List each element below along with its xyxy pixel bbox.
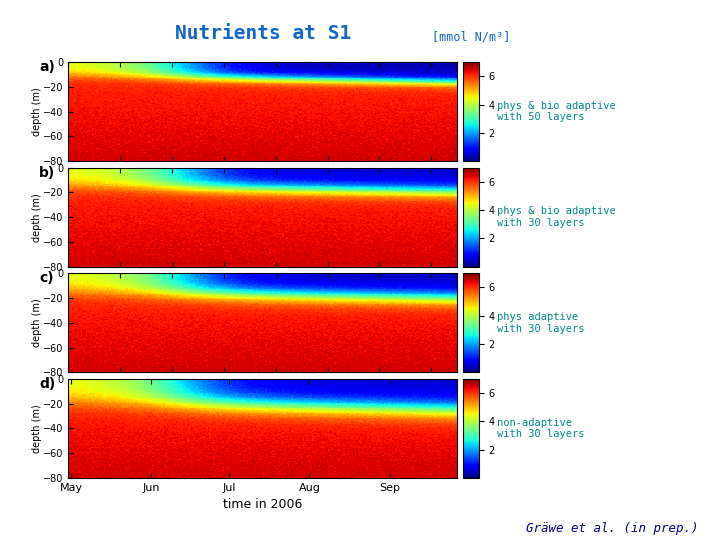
Text: phys adaptive
with 30 layers: phys adaptive with 30 layers <box>497 312 585 334</box>
Y-axis label: depth (m): depth (m) <box>32 299 42 347</box>
Text: Gräwe et al. (in prep.): Gräwe et al. (in prep.) <box>526 522 698 535</box>
Text: [mmol N/m³]: [mmol N/m³] <box>432 30 510 43</box>
Text: non-adaptive
with 30 layers: non-adaptive with 30 layers <box>497 417 585 439</box>
Text: a): a) <box>40 60 55 74</box>
Text: Nutrients at S1: Nutrients at S1 <box>175 24 351 43</box>
Text: phys & bio adaptive
with 30 layers: phys & bio adaptive with 30 layers <box>497 206 616 228</box>
Text: b): b) <box>40 166 55 180</box>
Text: d): d) <box>40 377 55 391</box>
Text: c): c) <box>40 271 54 285</box>
X-axis label: time in 2006: time in 2006 <box>223 498 302 511</box>
Y-axis label: depth (m): depth (m) <box>32 404 42 453</box>
Text: phys & bio adaptive
with 50 layers: phys & bio adaptive with 50 layers <box>497 101 616 123</box>
Y-axis label: depth (m): depth (m) <box>32 87 42 136</box>
Y-axis label: depth (m): depth (m) <box>32 193 42 241</box>
